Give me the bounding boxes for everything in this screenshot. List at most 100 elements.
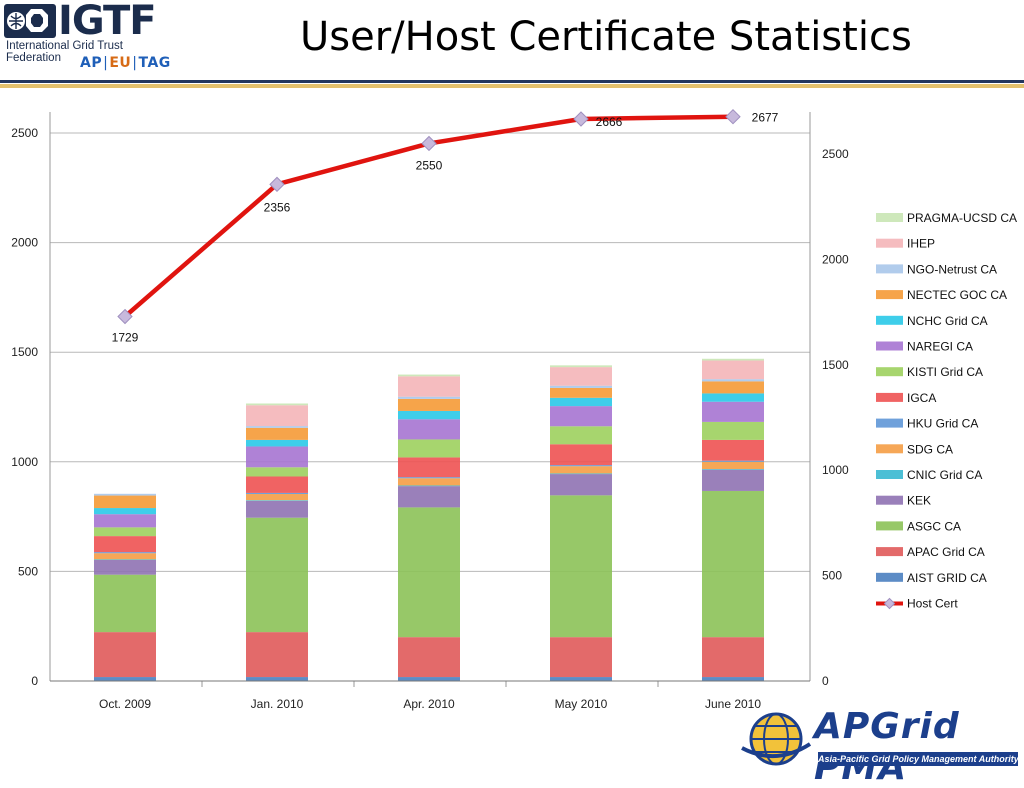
legend-swatch: [876, 495, 903, 505]
slide-header: IGTF International Grid Trust Federation…: [0, 0, 1024, 88]
legend-label: Host Cert: [907, 597, 958, 611]
bar-segment: [550, 677, 612, 681]
legend-label: IHEP: [907, 237, 935, 251]
bar-segment: [550, 465, 612, 467]
bar-segment: [246, 500, 308, 518]
bar-segment: [94, 552, 156, 554]
header-accent-divider: [0, 84, 1024, 88]
bar-segment: [246, 677, 308, 681]
bar-segment: [702, 381, 764, 394]
bar-segment: [702, 490, 764, 638]
x-axis-category-label: Jan. 2010: [251, 697, 304, 711]
region-ap: AP: [80, 55, 103, 71]
bar-segment: [246, 492, 308, 495]
bar-segment: [550, 385, 612, 388]
legend-swatch: [876, 547, 903, 557]
bar-segment: [702, 460, 764, 462]
bar-segment: [398, 507, 460, 638]
legend-label: NGO-Netrust CA: [907, 262, 997, 276]
bar-segment: [398, 410, 460, 420]
legend-label: NAREGI CA: [907, 340, 973, 354]
legend-swatch: [876, 264, 903, 274]
bar-segment: [94, 677, 156, 681]
bar-segment: [550, 474, 612, 496]
y-axis-tick-label: 500: [18, 564, 38, 578]
x-axis-category-label: May 2010: [555, 697, 608, 711]
legend-swatch: [876, 470, 903, 479]
bar-segment: [702, 439, 764, 461]
bar-segment: [246, 476, 308, 493]
legend-label: PRAGMA-UCSD CA: [907, 211, 1017, 225]
bar-segment: [702, 469, 764, 491]
logo-title: IGTF: [58, 0, 157, 44]
legend-label: NCHC Grid CA: [907, 314, 988, 328]
stacked-bar-line-chart: 0 500 1000 1500 2000 2500 0 500 1000 1500 2000 2500…: [11, 108, 1017, 711]
bar-segment: [702, 401, 764, 422]
slide-title: User/Host Certificate Statistics: [300, 14, 912, 60]
host-cert-marker: [421, 135, 437, 152]
bar-segment: [702, 637, 764, 678]
legend-swatch: [876, 315, 903, 325]
legend-label: AIST GRID CA: [907, 571, 987, 585]
y2-axis-tick-label: 500: [822, 569, 842, 583]
bar-segment: [94, 574, 156, 633]
bar-segment: [550, 495, 612, 638]
region-tag: TAG: [138, 55, 171, 71]
bar-segment: [398, 477, 460, 479]
bar-segment: [246, 403, 308, 406]
header-divider: [0, 80, 1024, 83]
host-cert-data-label: 2666: [596, 115, 623, 129]
bar-segment: [550, 397, 612, 407]
bar-segment: [398, 478, 460, 486]
bar-segment: [702, 677, 764, 681]
bar-segment: [550, 473, 612, 475]
y-axis-tick-label: 0: [31, 674, 38, 688]
x-axis-category-label: Apr. 2010: [403, 697, 455, 711]
bar-segment: [246, 494, 308, 501]
bar-segment: [246, 405, 308, 427]
legend-swatch: [876, 418, 903, 428]
bar-segment: [398, 419, 460, 440]
legend-label: ASGC CA: [907, 519, 961, 533]
bar-segment: [550, 444, 612, 466]
y-axis-tick-label: 2500: [11, 126, 38, 140]
bar-segment: [550, 637, 612, 678]
bar-segment: [398, 374, 460, 377]
bar-segment: [246, 632, 308, 678]
bar-segment: [702, 379, 764, 382]
bar-segment: [550, 367, 612, 386]
bar-segment: [398, 677, 460, 681]
globe-icon: [741, 712, 812, 766]
host-cert-marker: [573, 111, 589, 127]
bar-segment: [702, 358, 764, 361]
bar-segment: [246, 467, 308, 477]
legend-swatch: [876, 392, 903, 402]
bar-segment: [550, 406, 612, 427]
host-cert-data-label: 2550: [416, 158, 443, 172]
bar-segment: [94, 495, 156, 509]
y-axis-tick-label: 1500: [11, 345, 38, 359]
region-separator: |: [103, 55, 109, 71]
bar-segment: [702, 469, 764, 470]
legend-label: SDG CA: [907, 442, 953, 456]
logo-regions: AP|EU|TAG: [80, 55, 171, 71]
y-axis-tick-label: 2000: [11, 236, 38, 250]
bar-segment: [94, 632, 156, 678]
bar-segment: [246, 446, 308, 468]
legend-label: APAC Grid CA: [907, 545, 985, 559]
bar-segment: [398, 398, 460, 411]
bar-segment: [550, 426, 612, 445]
legend-label: HKU Grid CA: [907, 417, 978, 431]
y2-axis-tick-label: 2500: [822, 147, 849, 161]
bar-segment: [246, 439, 308, 447]
x-axis-category-label: Oct. 2009: [99, 697, 151, 711]
bar-segment: [550, 365, 612, 368]
apgrid-pma-logo: APGrid PMA Asia-Pacific Grid Policy Mana…: [738, 706, 1024, 788]
legend-swatch: [876, 341, 903, 351]
bar-segment: [550, 387, 612, 398]
bar-segment: [94, 560, 156, 575]
legend-label: CNIC Grid CA: [907, 468, 982, 482]
bar-segment: [94, 553, 156, 560]
bar-segment: [94, 514, 156, 528]
y2-axis-tick-label: 0: [822, 674, 829, 688]
